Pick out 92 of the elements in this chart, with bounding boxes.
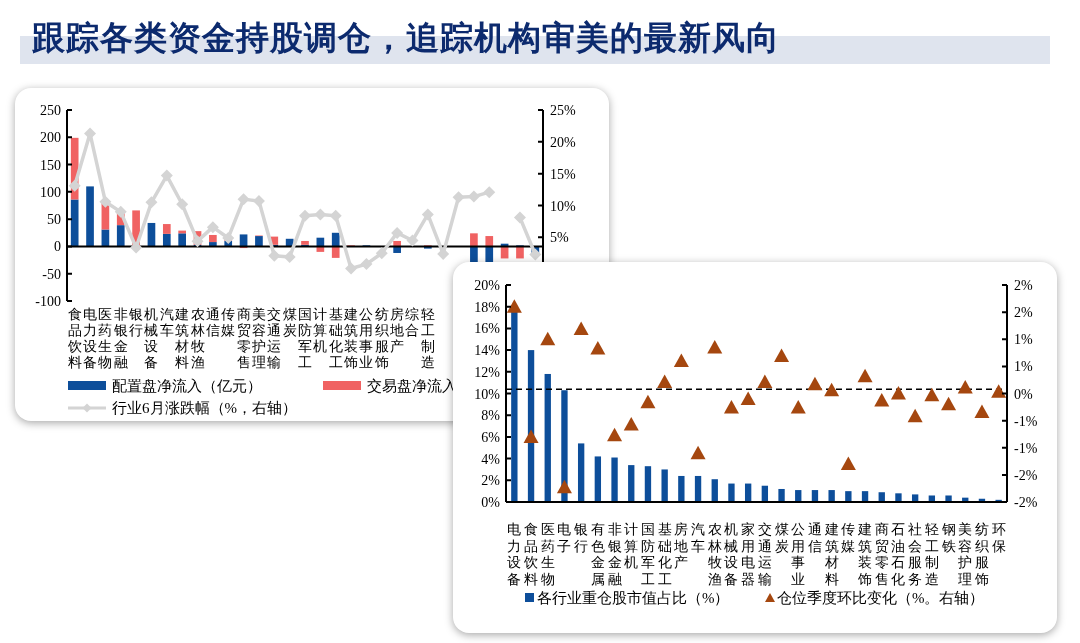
y-tick-label: -50 xyxy=(42,266,61,282)
y-tick-label: 8% xyxy=(481,408,501,424)
x-tick-label: 综合 xyxy=(405,307,420,338)
x-tick-label: 医药生物 xyxy=(98,307,113,370)
y2-tick-label: 0% xyxy=(1014,386,1033,402)
x-tick-label: 基础化工 xyxy=(656,522,672,587)
y-tick-label: 6% xyxy=(481,429,501,445)
x-tick-label: 通信 xyxy=(205,307,220,338)
x-tick-label: 机械设备 xyxy=(724,522,739,587)
x-tick-label: 银行 xyxy=(128,307,144,338)
x-tick-label: 建筑材料 xyxy=(174,307,190,370)
x-tick-label: 石油石化 xyxy=(891,522,906,587)
legend-label: 行业6月涨跌幅（%，右轴） xyxy=(112,400,297,416)
x-tick-label: 有色金属 xyxy=(590,522,605,587)
x-tick-label: 交通运输 xyxy=(757,522,772,587)
x-tick-label: 医药生物 xyxy=(540,522,555,587)
y-tick-label: 18% xyxy=(474,299,501,315)
y-tick-label: 0% xyxy=(481,495,501,510)
x-tick-label: 食品饮料 xyxy=(523,522,539,587)
x-tick-label: 煤炭 xyxy=(282,307,297,338)
y-tick-label: 50 xyxy=(47,212,61,228)
x-tick-label: 煤炭 xyxy=(774,522,789,554)
y2-tick-label: 1% xyxy=(1014,332,1033,348)
y-tick-label: 12% xyxy=(474,364,501,380)
x-tick-label: 轻工制造 xyxy=(924,522,939,587)
x-tick-label: 钢铁 xyxy=(940,522,956,554)
x-tick-label: 基础化工 xyxy=(327,307,343,370)
y2-tick-label: 1% xyxy=(1014,359,1033,375)
y-tick-label: 0 xyxy=(54,239,61,255)
y-tick-label: 200 xyxy=(40,130,61,146)
x-tick-label: 食品饮料 xyxy=(66,307,82,370)
x-tick-label: 商贸零售 xyxy=(874,522,889,587)
x-tick-label: 房地产 xyxy=(389,307,405,354)
x-tick-label: 农林牧渔 xyxy=(706,522,722,587)
x-tick-label: 电力设备 xyxy=(507,522,522,587)
legend-label: 配置盘净流入（亿元） xyxy=(112,378,262,394)
x-tick-label: 建筑装饰 xyxy=(857,522,873,587)
x-tick-label: 美容护理 xyxy=(957,522,973,587)
y2-tick-label: 20% xyxy=(550,134,576,150)
y2-tick-label: -1% xyxy=(1014,440,1038,456)
x-tick-label: 轻工制造 xyxy=(420,307,435,370)
y2-tick-label: -1% xyxy=(1014,413,1038,429)
x-tick-label: 交通运输 xyxy=(267,307,282,370)
y2-tick-label: 15% xyxy=(550,166,576,182)
x-tick-label: 国防军工 xyxy=(298,307,312,370)
x-tick-label: 社会服务 xyxy=(908,522,923,587)
x-tick-label: 计算机 xyxy=(313,307,328,354)
x-tick-label: 汽车 xyxy=(159,307,174,338)
y2-tick-label: -2% xyxy=(1014,467,1038,483)
x-tick-label: 电子 xyxy=(557,522,572,554)
y-tick-label: 250 xyxy=(40,103,61,118)
x-tick-label: 非银金融 xyxy=(112,307,128,370)
x-tick-label: 机械设备 xyxy=(144,307,159,370)
x-tick-label: 建筑材料 xyxy=(823,522,839,587)
y2-tick-label: 2% xyxy=(1014,278,1033,293)
x-tick-label: 计算机 xyxy=(624,522,639,571)
y-tick-label: 150 xyxy=(40,157,61,173)
x-tick-label: 纺织服饰 xyxy=(373,307,389,370)
y-tick-label: 2% xyxy=(481,473,501,489)
y-tick-label: -100 xyxy=(35,294,61,309)
x-tick-label: 非银金融 xyxy=(606,522,622,587)
x-tick-label: 房地产 xyxy=(673,522,689,571)
x-tick-label: 家用电器 xyxy=(741,522,756,587)
y-tick-label: 10% xyxy=(474,386,501,402)
x-tick-label: 建筑装饰 xyxy=(343,307,359,370)
x-tick-label: 商贸零售 xyxy=(236,307,251,370)
legend-label: 仓位季度环比变化（%。右轴） xyxy=(777,590,985,606)
x-tick-label: 公用事业 xyxy=(791,522,806,587)
x-tick-label: 环保 xyxy=(991,522,1006,554)
y-tick-label: 20% xyxy=(474,278,501,293)
y-tick-label: 16% xyxy=(474,321,501,337)
y2-tick-label: 25% xyxy=(550,103,576,118)
y2-tick-label: 5% xyxy=(550,230,569,246)
x-tick-label: 传媒 xyxy=(841,522,856,554)
x-tick-label: 美容护理 xyxy=(250,307,266,370)
x-tick-label: 公用事业 xyxy=(359,307,374,370)
x-tick-label: 国防军工 xyxy=(640,522,655,587)
y2-tick-label: 2% xyxy=(1014,305,1033,321)
legend-label: 各行业重仓股市值占比（%） xyxy=(537,590,730,606)
y-tick-label: 4% xyxy=(481,451,501,467)
x-tick-label: 传媒 xyxy=(221,307,236,338)
x-tick-label: 银行 xyxy=(573,522,589,554)
chart-title: 跟踪各类资金持股调仓，追踪机构审美的最新风向 xyxy=(32,17,780,59)
x-tick-label: 汽车 xyxy=(691,522,706,554)
y-tick-label: 100 xyxy=(40,184,61,200)
y2-tick-label: -2% xyxy=(1014,495,1038,510)
y-tick-label: 14% xyxy=(474,343,501,359)
x-tick-label: 通信 xyxy=(807,522,822,554)
x-tick-label: 纺织服饰 xyxy=(973,522,989,587)
x-tick-label: 电力设备 xyxy=(83,307,98,370)
x-tick-label: 农林牧渔 xyxy=(189,307,205,370)
y2-tick-label: 10% xyxy=(550,198,576,214)
